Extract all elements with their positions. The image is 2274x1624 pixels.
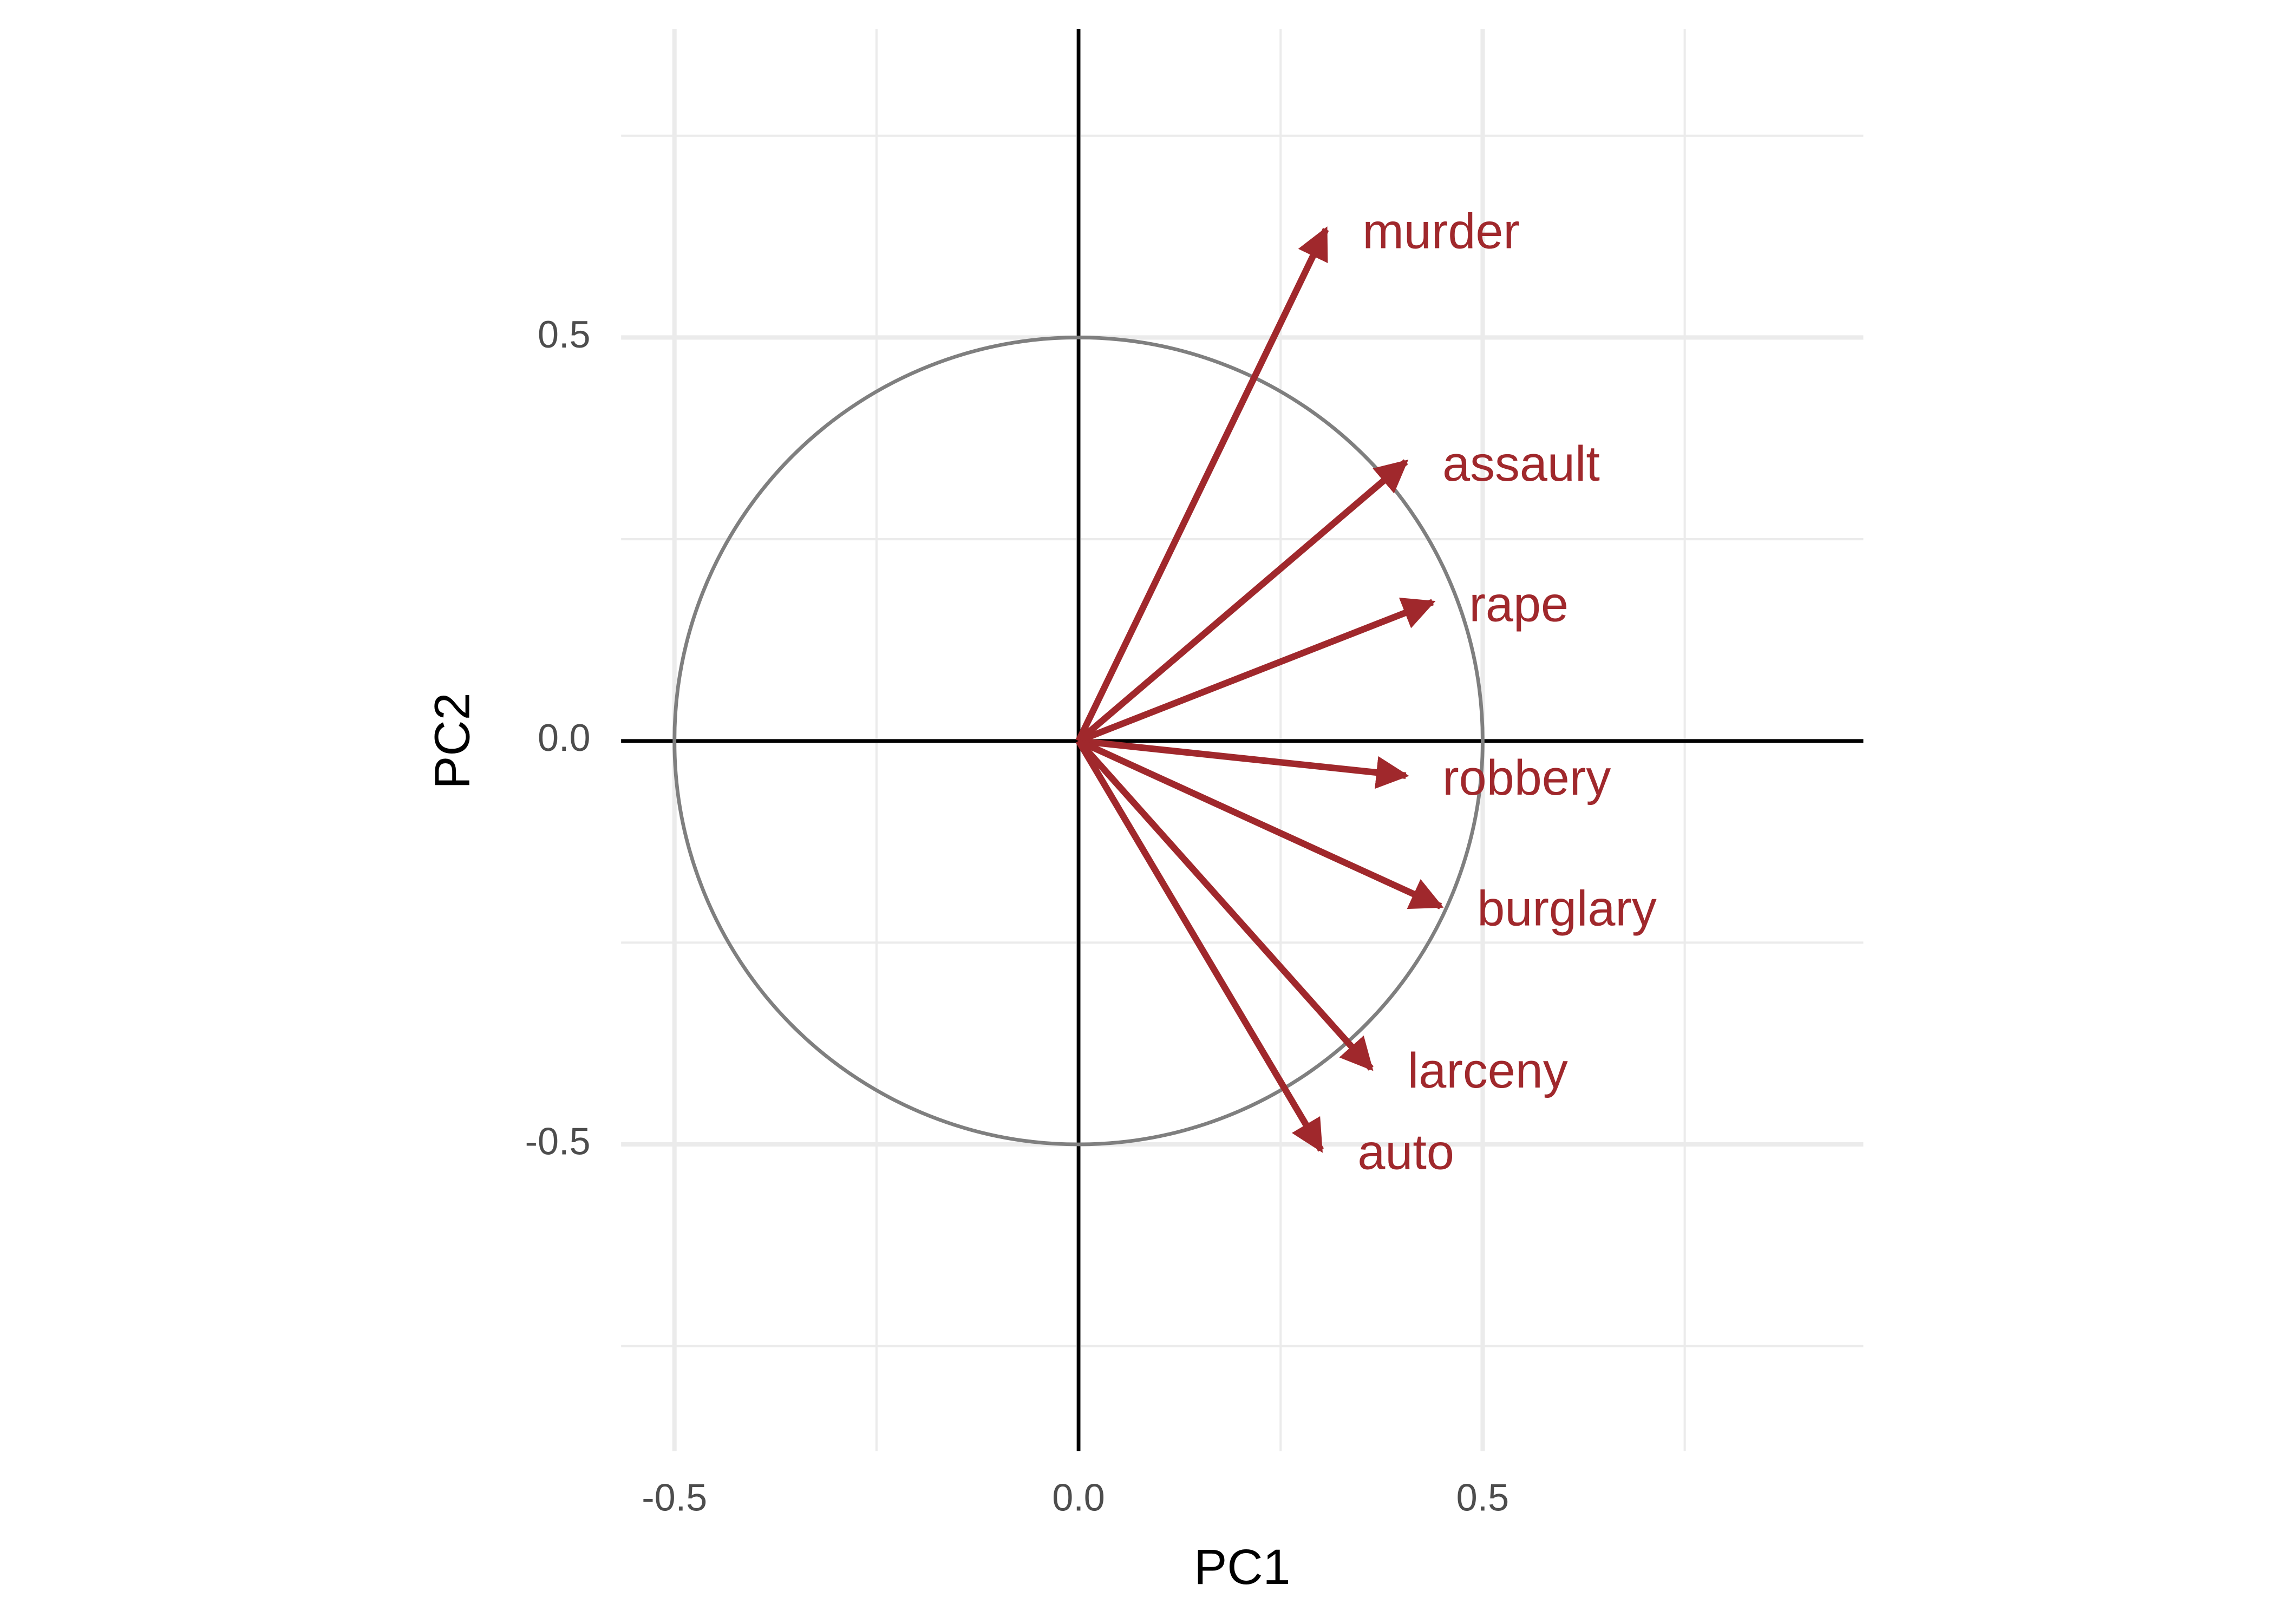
x-tick-label: -0.5 bbox=[642, 1476, 707, 1519]
vector-arrow bbox=[1078, 737, 1409, 789]
vector-arrow bbox=[1075, 226, 1329, 743]
vector-arrow bbox=[1076, 459, 1409, 744]
vector-label: auto bbox=[1357, 1124, 1454, 1180]
y-tick-label: 0.0 bbox=[538, 716, 591, 759]
vector-arrow bbox=[1076, 738, 1374, 1071]
unit-circle bbox=[672, 336, 1485, 1147]
vector-label: larceny bbox=[1408, 1043, 1568, 1098]
x-tick-label: 0.5 bbox=[1456, 1476, 1510, 1519]
vector-label: burglary bbox=[1477, 881, 1657, 936]
vector-label: murder bbox=[1362, 204, 1520, 259]
vector-arrow bbox=[1077, 597, 1436, 744]
vector-arrow bbox=[1075, 739, 1324, 1153]
y-tick-label: -0.5 bbox=[525, 1119, 591, 1162]
vector-label: rape bbox=[1469, 577, 1569, 632]
vector-label: assault bbox=[1442, 436, 1600, 492]
vector-arrow bbox=[1077, 738, 1444, 909]
y-axis-title: PC2 bbox=[424, 692, 480, 789]
x-axis-title: PC1 bbox=[1194, 1540, 1291, 1595]
y-tick-label: 0.5 bbox=[538, 313, 591, 356]
x-tick-label: 0.0 bbox=[1052, 1476, 1105, 1519]
vector-label: robbery bbox=[1442, 750, 1611, 806]
